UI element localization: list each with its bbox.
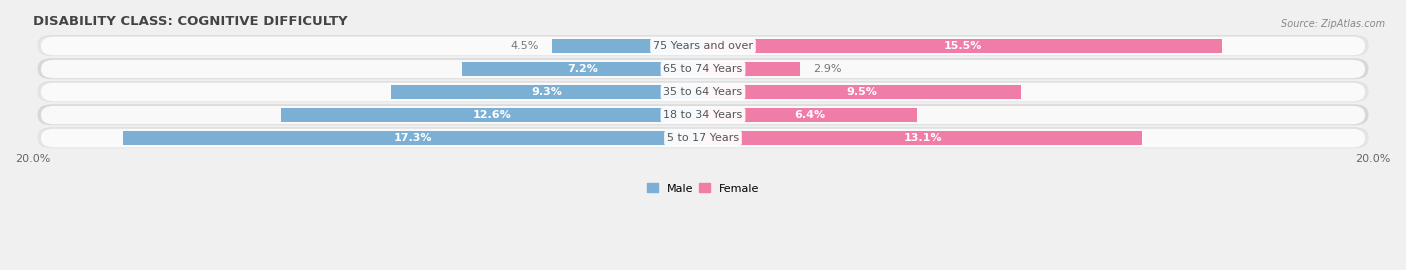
Text: 35 to 64 Years: 35 to 64 Years (664, 87, 742, 97)
Bar (281, 108, 703, 122)
Text: 7.2%: 7.2% (567, 64, 598, 74)
FancyBboxPatch shape (41, 106, 1365, 124)
Bar (124, 131, 703, 145)
FancyBboxPatch shape (38, 127, 1368, 148)
Text: 18 to 34 Years: 18 to 34 Years (664, 110, 742, 120)
Text: DISABILITY CLASS: COGNITIVE DIFFICULTY: DISABILITY CLASS: COGNITIVE DIFFICULTY (32, 15, 347, 28)
FancyBboxPatch shape (38, 104, 1368, 124)
Bar (703, 85, 1021, 99)
Text: 4.5%: 4.5% (510, 41, 538, 51)
FancyBboxPatch shape (41, 129, 1365, 147)
Text: 65 to 74 Years: 65 to 74 Years (664, 64, 742, 74)
Text: 6.4%: 6.4% (794, 110, 825, 120)
Text: 5 to 17 Years: 5 to 17 Years (666, 133, 740, 143)
FancyBboxPatch shape (38, 128, 1368, 148)
Bar (703, 39, 1222, 53)
Text: 2.9%: 2.9% (814, 64, 842, 74)
FancyBboxPatch shape (38, 36, 1368, 56)
FancyBboxPatch shape (38, 35, 1368, 55)
FancyBboxPatch shape (38, 58, 1368, 79)
FancyBboxPatch shape (41, 37, 1365, 55)
Text: 9.5%: 9.5% (846, 87, 877, 97)
Text: 17.3%: 17.3% (394, 133, 432, 143)
Text: Source: ZipAtlas.com: Source: ZipAtlas.com (1281, 19, 1385, 29)
Text: 13.1%: 13.1% (903, 133, 942, 143)
Bar (703, 108, 918, 122)
Bar (703, 131, 1142, 145)
Text: 15.5%: 15.5% (943, 41, 981, 51)
Bar (391, 85, 703, 99)
Text: 9.3%: 9.3% (531, 87, 562, 97)
FancyBboxPatch shape (38, 81, 1368, 102)
Text: 75 Years and over: 75 Years and over (652, 41, 754, 51)
FancyBboxPatch shape (38, 59, 1368, 79)
FancyBboxPatch shape (38, 82, 1368, 102)
FancyBboxPatch shape (41, 60, 1365, 78)
Legend: Male, Female: Male, Female (643, 179, 763, 198)
FancyBboxPatch shape (38, 105, 1368, 125)
Bar (703, 62, 800, 76)
Bar (461, 62, 703, 76)
FancyBboxPatch shape (41, 83, 1365, 101)
Bar (553, 39, 703, 53)
Text: 12.6%: 12.6% (472, 110, 512, 120)
